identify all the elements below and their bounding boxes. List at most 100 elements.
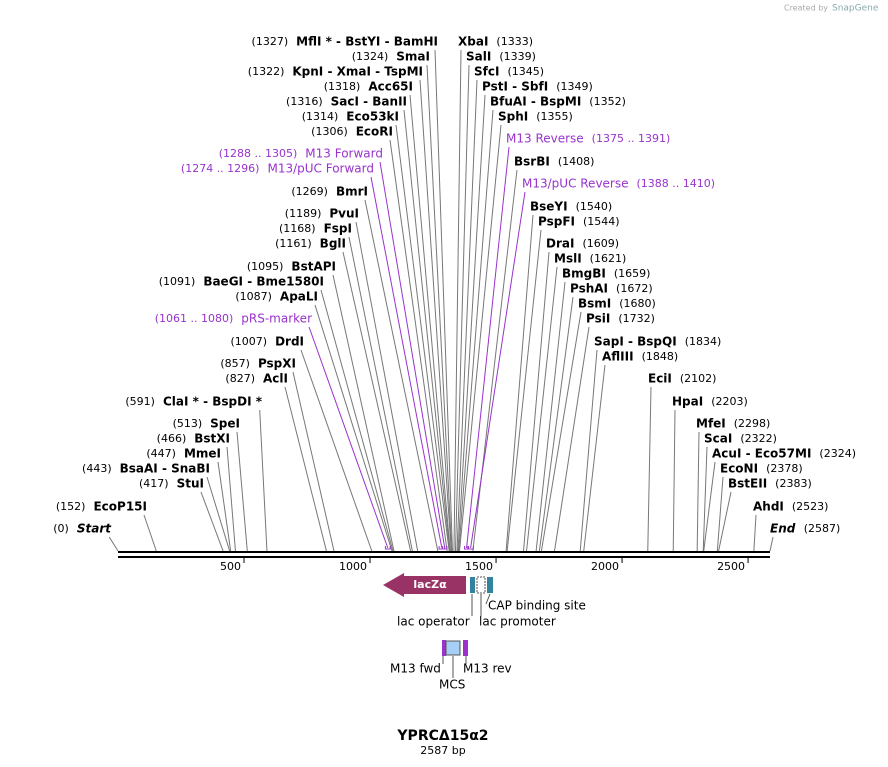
site-leader — [300, 349, 373, 552]
enzyme-name: BsaAI - SnaBI — [120, 462, 210, 476]
leader — [485, 593, 491, 605]
enzyme-name: PspFI — [538, 215, 575, 229]
lac-operator — [470, 577, 475, 593]
enzyme-name: AhdI — [753, 500, 784, 514]
enzyme-name: ClaI * - BspDI * — [163, 395, 263, 409]
site-label: (1659) — [614, 267, 651, 280]
site-label: (417) — [139, 477, 169, 490]
site-label: (1091) — [159, 275, 196, 288]
site-label: (1327) — [252, 35, 289, 48]
enzyme-name: BmrI — [336, 185, 368, 199]
m13rev-site — [463, 640, 468, 656]
tick-label: 2000 — [591, 560, 619, 573]
enzyme-name: SacI - BanII — [331, 95, 407, 109]
enzyme-name: Eco53kI — [346, 110, 399, 124]
site-label: (2383) — [775, 477, 812, 490]
site-leader — [769, 536, 774, 552]
m13fwd-site — [442, 640, 446, 656]
site-leader — [348, 236, 413, 552]
enzyme-name: BstXI — [194, 432, 230, 446]
site-label: (1161) — [275, 237, 312, 250]
enzyme-name: DrdI — [275, 335, 304, 349]
enzyme-name: PsiI — [586, 312, 610, 326]
site-leader — [716, 476, 724, 552]
enzyme-name: MfeI — [696, 417, 726, 431]
site-leader — [332, 274, 395, 552]
site-leader — [453, 49, 462, 552]
site-label: (2587) — [804, 522, 841, 535]
cap-label: CAP binding site — [488, 599, 586, 613]
site-label: (1621) — [590, 252, 627, 265]
enzyme-name: MmeI — [184, 447, 221, 461]
enzyme-name: PvuI — [329, 207, 359, 221]
primer-range: (1061 .. 1080) — [155, 312, 234, 325]
enzyme-name: PspXI — [258, 357, 296, 371]
primer-bracket — [464, 546, 470, 550]
mcs-label: MCS — [439, 678, 465, 692]
enzyme-name: Acc65I — [368, 80, 413, 94]
site-leader — [395, 124, 450, 552]
site-label: (857) — [220, 357, 250, 370]
enzyme-name: DraI — [546, 237, 574, 251]
primer-leader — [308, 326, 389, 549]
site-label: (1732) — [618, 312, 655, 325]
site-leader — [696, 431, 700, 552]
site-label: (1540) — [576, 200, 613, 213]
enzyme-name: KpnI - XmaI - TspMI — [292, 65, 423, 79]
site-leader — [647, 386, 652, 552]
enzyme-name: BsmI — [578, 297, 611, 311]
site-label: (443) — [82, 462, 112, 475]
enzyme-name: BseYI — [530, 200, 568, 214]
primer-name: M13 Forward — [305, 147, 383, 161]
site-leader — [523, 251, 550, 552]
enzyme-name: BaeGI - Bme1580I — [203, 275, 324, 289]
site-label: (1680) — [619, 297, 656, 310]
site-leader — [426, 64, 453, 552]
site-label: (1314) — [302, 110, 339, 123]
primer-leader — [379, 161, 446, 549]
site-leader — [579, 349, 598, 552]
credit-prefix: Created by — [784, 4, 828, 13]
site-label: (1007) — [230, 335, 267, 348]
enzyme-name: StuI — [177, 477, 204, 491]
site-label: (1269) — [291, 185, 328, 198]
site-label: (1095) — [247, 260, 284, 273]
enzyme-name: EcoP15I — [93, 500, 147, 514]
site-leader — [457, 94, 486, 552]
tick-label: 500 — [220, 560, 241, 573]
site-leader — [236, 431, 248, 552]
enzyme-name: PstI - SbfI — [482, 80, 548, 94]
site-label: (1322) — [248, 65, 285, 78]
enzyme-name: BfuAI - BspMI — [490, 95, 581, 109]
site-label: (2324) — [819, 447, 856, 460]
site-leader — [200, 491, 224, 552]
enzyme-name: ScaI — [704, 432, 732, 446]
m13rev-label: M13 rev — [463, 662, 512, 676]
tick-label: 2500 — [717, 560, 745, 573]
enzyme-name: SapI - BspQI — [594, 335, 677, 349]
site-label: (1848) — [642, 350, 679, 363]
site-label: (1834) — [685, 335, 722, 348]
enzyme-name: AflIII — [602, 350, 634, 364]
site-leader — [459, 124, 502, 552]
site-leader — [458, 109, 494, 552]
mcs-box — [445, 640, 461, 656]
enzyme-name: SfcI — [474, 65, 499, 79]
site-leader — [672, 409, 676, 552]
primer-name: M13/pUC Forward — [267, 162, 374, 176]
site-leader — [456, 79, 478, 552]
site-leader — [538, 296, 574, 552]
primer-bracket — [467, 546, 474, 550]
primer-bracket — [384, 546, 391, 550]
site-leader — [314, 304, 393, 552]
lacz-arrow — [383, 573, 466, 597]
site-leader — [364, 199, 439, 552]
site-leader — [226, 446, 236, 552]
site-leader — [143, 514, 157, 552]
enzyme-name: HpaI — [672, 395, 703, 409]
enzyme-name: EciI — [648, 372, 672, 386]
site-label: (2523) — [792, 500, 829, 513]
enzyme-name: BsrBI — [514, 155, 550, 169]
site-leader — [217, 461, 232, 552]
enzyme-name: SphI — [498, 110, 528, 124]
